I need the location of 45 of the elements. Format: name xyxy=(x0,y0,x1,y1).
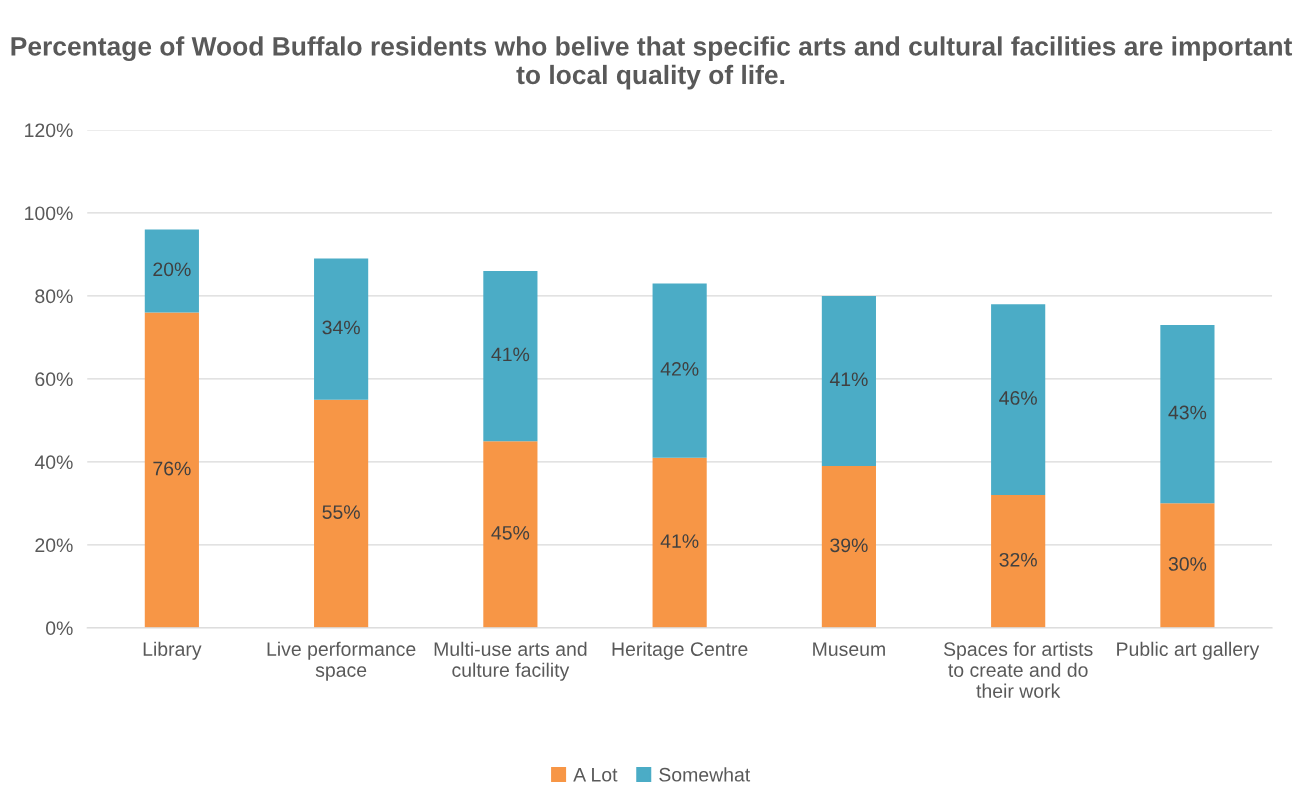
x-tick-label: Heritage Centre xyxy=(612,641,748,660)
data-label: 41% xyxy=(491,347,530,362)
data-label: 46% xyxy=(999,391,1037,405)
bar xyxy=(144,229,199,313)
data-label: 45% xyxy=(491,526,530,540)
data-label: 42% xyxy=(660,362,699,376)
bar xyxy=(314,258,369,400)
data-label: 30% xyxy=(1168,557,1207,571)
data-label: 32% xyxy=(999,552,1037,567)
bar xyxy=(991,304,1046,496)
legend-label: A Lot xyxy=(573,768,618,782)
x-tick-label: Live performance space xyxy=(267,641,416,681)
x-tick-label: Spaces for artists to create and do their work xyxy=(943,641,1093,698)
bar xyxy=(483,441,538,628)
data-label: 41% xyxy=(829,372,868,387)
data-label: 76% xyxy=(153,461,191,476)
y-tick-label: 40% xyxy=(34,455,73,470)
data-label: 55% xyxy=(322,505,360,519)
y-tick-label: 120% xyxy=(25,123,73,138)
y-tick-label: 60% xyxy=(35,372,73,387)
bar xyxy=(144,312,199,628)
y-tick-label: 0% xyxy=(46,621,73,636)
bar xyxy=(1160,503,1215,628)
x-tick-label: Multi-use arts and culture facility xyxy=(434,641,587,681)
bar xyxy=(991,495,1046,628)
bar xyxy=(314,399,369,628)
y-tick-label: 20% xyxy=(35,538,73,553)
data-label: 39% xyxy=(830,538,868,553)
bar xyxy=(483,271,538,442)
chart-title: Percentage of Wood Buffalo residents who belive that specific arts and cultural facilities are important to local quality of life. xyxy=(11,36,1293,90)
legend-label: Somewhat xyxy=(659,767,751,782)
y-tick-label: 80% xyxy=(35,289,73,304)
bar xyxy=(821,466,876,628)
bar xyxy=(1160,324,1215,504)
bar xyxy=(821,295,876,467)
y-tick-label: 100% xyxy=(25,206,73,221)
bar xyxy=(652,457,707,628)
x-tick-label: Museum xyxy=(813,642,885,657)
data-label: 34% xyxy=(322,320,360,335)
data-label: 41% xyxy=(660,534,699,548)
x-tick-label: Library xyxy=(143,641,202,660)
data-label: 20% xyxy=(153,262,191,277)
x-tick-label: Public art gallery xyxy=(1117,641,1260,660)
bar xyxy=(652,283,707,458)
data-label: 43% xyxy=(1168,405,1207,420)
